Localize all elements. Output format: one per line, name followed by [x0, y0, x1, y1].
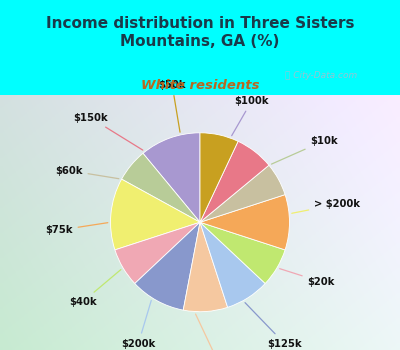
Text: $10k: $10k: [272, 136, 338, 164]
Wedge shape: [200, 165, 285, 222]
Text: $100k: $100k: [232, 96, 269, 136]
Text: > $200k: > $200k: [292, 199, 360, 213]
Text: $75k: $75k: [45, 223, 108, 235]
Text: Income distribution in Three Sisters
Mountains, GA (%): Income distribution in Three Sisters Mou…: [46, 16, 354, 49]
Wedge shape: [200, 133, 238, 222]
Text: White residents: White residents: [141, 79, 259, 92]
Wedge shape: [143, 133, 200, 222]
Text: $30k: $30k: [196, 314, 232, 350]
Wedge shape: [115, 222, 200, 284]
Wedge shape: [183, 222, 228, 312]
Text: $20k: $20k: [280, 269, 335, 287]
Text: $125k: $125k: [245, 303, 302, 349]
Text: $60k: $60k: [55, 166, 119, 179]
Text: ⓘ City-Data.com: ⓘ City-Data.com: [285, 71, 357, 80]
Wedge shape: [200, 141, 269, 222]
Text: $150k: $150k: [73, 113, 143, 150]
Wedge shape: [200, 222, 265, 307]
Wedge shape: [200, 222, 285, 284]
Text: $50k: $50k: [158, 80, 186, 132]
Text: $200k: $200k: [121, 300, 156, 349]
Text: $40k: $40k: [69, 270, 121, 307]
Wedge shape: [110, 179, 200, 250]
Wedge shape: [135, 222, 200, 310]
Wedge shape: [122, 153, 200, 222]
Wedge shape: [200, 195, 290, 250]
